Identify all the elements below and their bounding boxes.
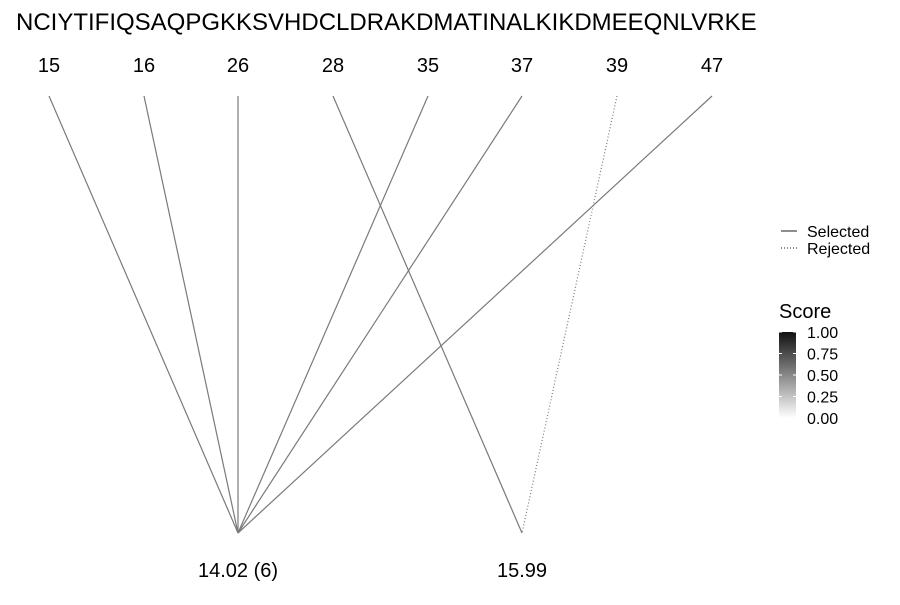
link-line-selected: [332, 95, 523, 534]
mass-group-label: 14.02 (6): [198, 560, 278, 582]
score-tick-label: 0.00: [807, 411, 838, 428]
link-line-selected: [48, 95, 239, 534]
position-label: 28: [322, 55, 344, 77]
modification-links: [48, 95, 713, 534]
link-line-selected: [143, 95, 239, 534]
position-label: 26: [227, 55, 249, 77]
position-label: 37: [511, 55, 533, 77]
link-line-selected: [237, 95, 429, 534]
score-legend: Score 1.00 0.75 0.50 0.25 0.00: [779, 301, 838, 428]
position-label: 16: [133, 55, 155, 77]
mass-group-label: 15.99: [497, 560, 547, 582]
position-label: 39: [606, 55, 628, 77]
peptide-sequence: NCIYTIFIQSAQPGKKSVHDCLDRAKDMATINALKIKDME…: [16, 9, 757, 36]
position-label: 35: [417, 55, 439, 77]
legend-selected-label: Selected: [807, 224, 869, 241]
position-label: 15: [38, 55, 60, 77]
mass-labels: 14.02 (6) 15.99: [198, 560, 547, 582]
link-line-rejected: [521, 95, 618, 534]
score-tick-label: 0.75: [807, 347, 838, 364]
position-labels: 15 16 26 28 35 37 39 47: [38, 55, 723, 77]
score-tick-label: 0.50: [807, 368, 838, 385]
score-colorbar: [779, 332, 796, 418]
legend-rejected-label: Rejected: [807, 241, 870, 258]
link-line-selected: [237, 95, 713, 534]
position-label: 47: [701, 55, 723, 77]
linetype-legend: Selected Rejected: [781, 224, 870, 258]
score-tick-label: 0.25: [807, 390, 838, 407]
score-legend-title: Score: [779, 301, 831, 323]
link-line-selected: [237, 95, 523, 534]
score-tick-label: 1.00: [807, 325, 838, 342]
